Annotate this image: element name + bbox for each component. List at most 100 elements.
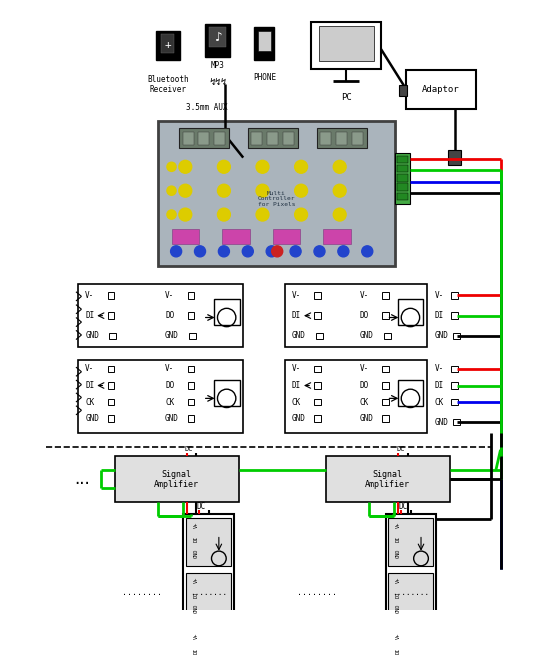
- Bar: [314, 415, 321, 422]
- Bar: [451, 312, 458, 319]
- Circle shape: [256, 160, 269, 173]
- Text: V+: V+: [193, 633, 198, 639]
- Bar: [389, 629, 433, 662]
- Bar: [397, 299, 423, 325]
- Text: GND: GND: [292, 414, 306, 423]
- Circle shape: [256, 208, 269, 221]
- Text: V-: V-: [292, 291, 301, 300]
- Bar: [186, 518, 231, 565]
- Text: GND: GND: [193, 660, 198, 662]
- Bar: [352, 132, 363, 145]
- Text: GND: GND: [85, 414, 99, 423]
- Bar: [108, 365, 114, 372]
- Text: ........: ........: [297, 588, 337, 596]
- Text: Multi
Controller
for Pixels: Multi Controller for Pixels: [258, 191, 295, 207]
- Bar: [382, 365, 389, 372]
- Bar: [311, 22, 381, 70]
- Bar: [188, 365, 194, 372]
- Text: GND: GND: [396, 604, 401, 614]
- Text: PHONE: PHONE: [253, 73, 276, 82]
- Circle shape: [167, 210, 176, 219]
- Bar: [451, 382, 458, 389]
- Circle shape: [195, 246, 206, 257]
- Text: CK: CK: [165, 398, 174, 406]
- Circle shape: [295, 160, 307, 173]
- Text: Adaptor: Adaptor: [422, 85, 459, 94]
- Text: CK: CK: [292, 398, 301, 406]
- Text: GND: GND: [396, 549, 401, 558]
- Bar: [188, 382, 194, 389]
- Text: GND: GND: [85, 332, 99, 340]
- Bar: [382, 415, 389, 422]
- Bar: [183, 514, 234, 662]
- Bar: [115, 456, 239, 502]
- Text: DI: DI: [292, 381, 301, 390]
- Bar: [400, 85, 407, 96]
- Bar: [108, 292, 114, 299]
- Bar: [451, 292, 458, 299]
- Text: ........: ........: [392, 588, 429, 596]
- Circle shape: [333, 184, 346, 197]
- Text: V-: V-: [85, 291, 94, 300]
- Bar: [188, 415, 194, 422]
- Bar: [209, 27, 226, 48]
- Bar: [397, 380, 423, 406]
- Circle shape: [242, 246, 253, 257]
- Bar: [214, 299, 239, 325]
- Bar: [285, 285, 427, 347]
- Bar: [78, 285, 243, 347]
- Bar: [317, 128, 367, 148]
- Bar: [267, 132, 278, 145]
- Bar: [248, 128, 299, 148]
- Bar: [188, 312, 194, 319]
- Bar: [285, 359, 427, 434]
- Bar: [314, 365, 321, 372]
- Text: ........: ........: [122, 588, 162, 596]
- Text: DI: DI: [85, 381, 94, 390]
- Bar: [448, 150, 461, 165]
- Circle shape: [219, 246, 229, 257]
- Bar: [406, 70, 476, 109]
- Bar: [397, 156, 408, 163]
- Text: V-: V-: [434, 291, 444, 300]
- Bar: [186, 573, 231, 621]
- Text: V-: V-: [292, 365, 301, 373]
- Text: V-: V-: [360, 291, 369, 300]
- Text: Signal
Amplifier: Signal Amplifier: [154, 469, 198, 489]
- Text: V-: V-: [434, 365, 444, 373]
- Circle shape: [266, 246, 277, 257]
- Bar: [108, 399, 114, 405]
- Circle shape: [179, 160, 192, 173]
- Bar: [162, 34, 174, 53]
- Bar: [382, 312, 389, 319]
- Bar: [222, 229, 250, 244]
- Text: V-: V-: [165, 365, 174, 373]
- Bar: [314, 292, 321, 299]
- Text: ...: ...: [74, 470, 90, 489]
- Bar: [326, 456, 450, 502]
- Bar: [395, 153, 410, 203]
- Text: V-: V-: [85, 365, 94, 373]
- Bar: [453, 333, 459, 339]
- Bar: [186, 629, 231, 662]
- Bar: [314, 399, 321, 405]
- Bar: [252, 132, 263, 145]
- Circle shape: [167, 186, 176, 195]
- Text: GND: GND: [292, 332, 306, 340]
- Text: ♪: ♪: [214, 30, 221, 44]
- Bar: [382, 292, 389, 299]
- Bar: [108, 415, 114, 422]
- Text: DI: DI: [434, 381, 444, 390]
- Text: Bluetooth
Receiver: Bluetooth Receiver: [147, 75, 188, 94]
- Circle shape: [256, 184, 269, 197]
- Bar: [316, 333, 323, 339]
- Bar: [389, 518, 433, 565]
- Bar: [453, 419, 459, 426]
- Text: GND: GND: [165, 414, 179, 423]
- Bar: [254, 27, 274, 60]
- Text: PC: PC: [341, 93, 352, 103]
- Bar: [323, 229, 350, 244]
- Text: DC: DC: [184, 446, 193, 452]
- Text: GND: GND: [193, 604, 198, 614]
- Bar: [110, 333, 116, 339]
